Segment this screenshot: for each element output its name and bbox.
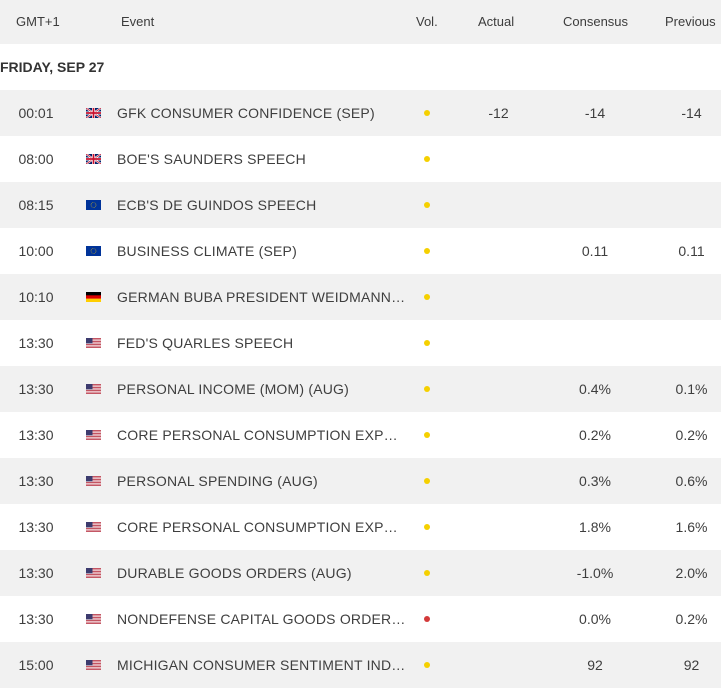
low-volatility-dot	[424, 156, 430, 162]
previous-value: 0.11	[678, 243, 705, 259]
low-volatility-dot	[424, 524, 430, 530]
event-name[interactable]: PERSONAL SPENDING (AUG)	[117, 473, 318, 489]
us-flag-icon	[86, 660, 101, 670]
event-name[interactable]: CORE PERSONAL CONSUMPTION EXPEND...	[117, 519, 407, 535]
low-volatility-dot	[424, 110, 430, 116]
event-row[interactable]: 15:00 MICHIGAN CONSUMER SENTIMENT INDEX..…	[0, 642, 721, 688]
us-flag-icon	[86, 614, 101, 624]
previous-value: -14	[681, 105, 702, 121]
low-volatility-dot	[424, 478, 430, 484]
consensus-value: 0.3%	[579, 473, 611, 489]
event-row[interactable]: 10:10 GERMAN BUBA PRESIDENT WEIDMANN S...	[0, 274, 721, 320]
event-time: 00:01	[18, 105, 54, 121]
consensus-value: -14	[584, 105, 606, 121]
event-time: 13:30	[18, 473, 54, 489]
event-name[interactable]: BUSINESS CLIMATE (SEP)	[117, 243, 297, 259]
event-row[interactable]: 13:30 CORE PERSONAL CONSUMPTION EXPEND...…	[0, 412, 721, 458]
eu-flag-icon	[86, 200, 101, 210]
event-name[interactable]: CORE PERSONAL CONSUMPTION EXPEND...	[117, 427, 407, 443]
low-volatility-dot	[424, 340, 430, 346]
event-row[interactable]: 13:30 NONDEFENSE CAPITAL GOODS ORDERS ...…	[0, 596, 721, 642]
previous-value: 1.6%	[675, 519, 708, 535]
table-header: GMT+1 Event Vol. Actual Consensus Previo…	[0, 0, 721, 44]
low-volatility-dot	[424, 570, 430, 576]
consensus-value: 0.0%	[579, 611, 611, 627]
event-row[interactable]: 08:15 ECB'S DE GUINDOS SPEECH	[0, 182, 721, 228]
us-flag-icon	[86, 476, 101, 486]
event-time: 13:30	[18, 381, 54, 397]
us-flag-icon	[86, 384, 101, 394]
consensus-value: 0.2%	[579, 427, 611, 443]
event-row[interactable]: 13:30 FED'S QUARLES SPEECH	[0, 320, 721, 366]
event-time: 08:15	[18, 197, 54, 213]
event-time: 13:30	[18, 519, 54, 535]
consensus-value: 0.11	[581, 243, 609, 259]
event-time: 10:10	[18, 289, 54, 305]
consensus-value: 1.8%	[579, 519, 611, 535]
consensus-value: 0.4%	[579, 381, 611, 397]
event-time: 13:30	[18, 427, 54, 443]
low-volatility-dot	[424, 432, 430, 438]
event-name[interactable]: NONDEFENSE CAPITAL GOODS ORDERS ...	[117, 611, 407, 627]
uk-flag-icon	[86, 154, 101, 164]
event-list: 00:01 GFK CONSUMER CONFIDENCE (SEP) -12 -14…	[0, 90, 721, 688]
low-volatility-dot	[424, 386, 430, 392]
previous-value: 0.2%	[675, 427, 708, 443]
event-name[interactable]: MICHIGAN CONSUMER SENTIMENT INDEX...	[117, 657, 407, 673]
eu-flag-icon	[86, 246, 101, 256]
actual-header: Actual	[478, 14, 515, 29]
event-row[interactable]: 13:30 CORE PERSONAL CONSUMPTION EXPEND...…	[0, 504, 721, 550]
event-header: Event	[121, 14, 155, 29]
low-volatility-dot	[424, 294, 430, 300]
us-flag-icon	[86, 568, 101, 578]
low-volatility-dot	[424, 202, 430, 208]
event-name[interactable]: BOE'S SAUNDERS SPEECH	[117, 151, 306, 167]
event-name[interactable]: ECB'S DE GUINDOS SPEECH	[117, 197, 317, 213]
previous-value: 2.0%	[675, 565, 708, 581]
event-row[interactable]: 13:30 PERSONAL SPENDING (AUG) 0.3% 0.6%	[0, 458, 721, 504]
event-time: 15:00	[18, 657, 54, 673]
event-name[interactable]: GFK CONSUMER CONFIDENCE (SEP)	[117, 105, 375, 121]
consensus-value: 92	[587, 657, 603, 673]
event-row[interactable]: 00:01 GFK CONSUMER CONFIDENCE (SEP) -12 -14…	[0, 90, 721, 136]
previous-value: 0.1%	[675, 381, 708, 397]
event-row[interactable]: 13:30 DURABLE GOODS ORDERS (AUG) -1.0% 2.0%	[0, 550, 721, 596]
previous-value: 92	[683, 657, 700, 673]
event-name[interactable]: GERMAN BUBA PRESIDENT WEIDMANN S...	[117, 289, 407, 305]
us-flag-icon	[86, 338, 101, 348]
event-name[interactable]: PERSONAL INCOME (MOM) (AUG)	[117, 381, 349, 397]
low-volatility-dot	[424, 248, 430, 254]
event-name[interactable]: DURABLE GOODS ORDERS (AUG)	[117, 565, 352, 581]
event-row[interactable]: 08:00 BOE'S SAUNDERS SPEECH	[0, 136, 721, 182]
event-time: 13:30	[18, 335, 54, 351]
event-time: 13:30	[18, 611, 54, 627]
event-name[interactable]: FED'S QUARLES SPEECH	[117, 335, 294, 351]
high-volatility-dot	[424, 616, 430, 622]
consensus-header: Consensus	[563, 14, 629, 29]
uk-flag-icon	[86, 108, 101, 118]
de-flag-icon	[86, 292, 101, 302]
us-flag-icon	[86, 522, 101, 532]
consensus-value: -1.0%	[576, 565, 614, 581]
event-time: 08:00	[18, 151, 54, 167]
us-flag-icon	[86, 430, 101, 440]
previous-header: Previous	[665, 14, 716, 29]
event-time: 10:00	[18, 243, 54, 259]
event-time: 13:30	[18, 565, 54, 581]
event-row[interactable]: 10:00 BUSINESS CLIMATE (SEP) 0.11 0.11	[0, 228, 721, 274]
event-row[interactable]: 13:30 PERSONAL INCOME (MOM) (AUG) 0.4% 0.1%	[0, 366, 721, 412]
actual-value: -12	[488, 105, 509, 121]
date-group-header: FRIDAY, SEP 27	[0, 44, 721, 90]
previous-value: 0.2%	[675, 611, 708, 627]
previous-value: 0.6%	[675, 473, 708, 489]
timezone-header[interactable]: GMT+1	[16, 14, 60, 29]
low-volatility-dot	[424, 662, 430, 668]
volatility-header: Vol.	[416, 14, 438, 29]
